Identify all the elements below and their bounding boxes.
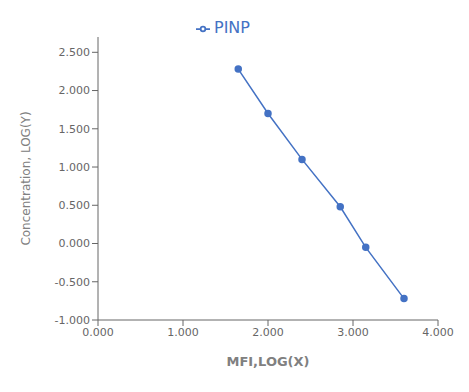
svg-text:0.000: 0.000 [59, 237, 91, 250]
svg-text:3.000: 3.000 [337, 326, 369, 339]
svg-text:4.000: 4.000 [422, 326, 454, 339]
svg-text:0.500: 0.500 [59, 199, 91, 212]
svg-text:MFI,LOG(X): MFI,LOG(X) [226, 354, 309, 369]
svg-text:2.000: 2.000 [59, 84, 91, 97]
svg-text:1.500: 1.500 [59, 123, 91, 136]
svg-text:Concentration, LOG(Y): Concentration, LOG(Y) [19, 111, 33, 245]
svg-text:-0.500: -0.500 [55, 276, 90, 289]
html-text:PINP: PINP [214, 18, 250, 37]
svg-text:1.000: 1.000 [59, 161, 91, 174]
svg-text:-1.000: -1.000 [55, 314, 90, 327]
svg-text:0.000: 0.000 [82, 326, 114, 339]
svg-text:2.000: 2.000 [252, 326, 284, 339]
svg-text:2.500: 2.500 [59, 46, 91, 59]
svg-text:1.000: 1.000 [167, 326, 199, 339]
